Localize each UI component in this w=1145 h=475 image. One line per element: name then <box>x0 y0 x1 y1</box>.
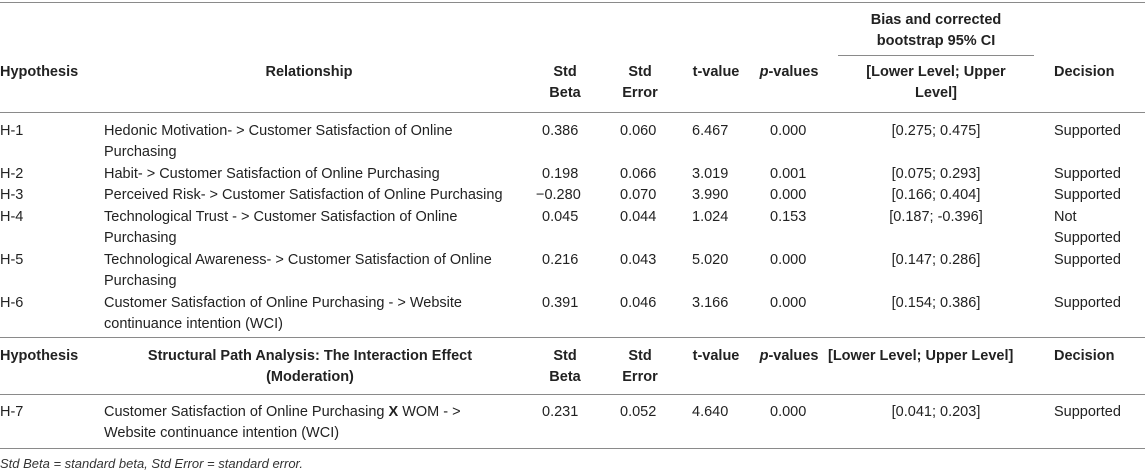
std-error-cell: 0.043 <box>620 252 657 268</box>
hypothesis-cell: H-6 <box>0 295 24 311</box>
table-footnote: Std Beta = standard beta, Std Error = st… <box>0 456 304 471</box>
ci-cell: [0.147; 0.286] <box>891 252 981 268</box>
t-value-cell: 1.024 <box>692 209 729 225</box>
p-italic: p <box>759 64 769 80</box>
col-header-p-values: p-values <box>758 62 820 83</box>
col-header-t-value-2: t-value <box>692 348 740 364</box>
header-bottom-rule <box>0 112 1145 113</box>
hypothesis-cell: H-1 <box>0 123 24 139</box>
col-header-ci-sub: [Lower Level; Upper Level] <box>866 64 1006 101</box>
col-header-hypothesis: Hypothesis <box>0 64 79 80</box>
p-rest: -values <box>768 348 819 364</box>
relationship-cell: Habit- > Customer Satisfaction of Online… <box>104 166 440 182</box>
t-value-cell: 3.019 <box>692 166 729 182</box>
col-header-std-error: Std Error <box>622 64 658 101</box>
ci-cell: [0.187; -0.396] <box>889 209 983 225</box>
std-beta-cell: 0.391 <box>542 295 579 311</box>
p-value-cell: 0.153 <box>770 209 807 225</box>
col-header-decision: Decision <box>1054 64 1115 80</box>
std-error-cell: 0.066 <box>620 166 657 182</box>
hypothesis-cell: H-7 <box>0 404 24 420</box>
p-rest: -values <box>768 64 819 80</box>
relationship-part: Customer Satisfaction of Online Purchasi… <box>104 404 389 420</box>
t-value-cell: 4.640 <box>692 404 729 420</box>
decision-cell: Supported <box>1054 123 1121 139</box>
hypothesis-cell: H-2 <box>0 166 24 182</box>
p-value-cell: 0.000 <box>770 123 807 139</box>
std-error-cell: 0.046 <box>620 295 657 311</box>
t-value-cell: 3.990 <box>692 187 729 203</box>
ci-cell: [0.075; 0.293] <box>891 166 981 182</box>
relationship-cell: Technological Trust - > Customer Satisfa… <box>104 209 458 246</box>
p-italic: p <box>759 348 769 364</box>
col-header-ci-group: Bias and corrected bootstrap 95% CI <box>870 12 1002 49</box>
interaction-operator: X <box>388 404 399 420</box>
std-beta-cell: 0.386 <box>542 123 579 139</box>
ci-cell: [0.041; 0.203] <box>891 404 981 420</box>
hypothesis-cell: H-4 <box>0 209 24 225</box>
std-beta-cell: 0.045 <box>542 209 579 225</box>
t-value-cell: 6.467 <box>692 123 729 139</box>
std-beta-cell: 0.198 <box>542 166 579 182</box>
p-value-cell: 0.000 <box>770 295 807 311</box>
std-error-cell: 0.070 <box>620 187 657 203</box>
header2-bottom-rule <box>0 394 1145 395</box>
std-error-cell: 0.060 <box>620 123 657 139</box>
relationship-cell: Customer Satisfaction of Online Purchasi… <box>104 402 514 444</box>
p-value-cell: 0.000 <box>770 404 807 420</box>
decision-cell: Supported <box>1054 166 1121 182</box>
p-value-cell: 0.000 <box>770 252 807 268</box>
decision-cell: Supported <box>1054 187 1121 203</box>
hypothesis-cell: H-5 <box>0 252 24 268</box>
col-header-decision-2: Decision <box>1054 348 1115 364</box>
decision-cell: Not Supported <box>1054 209 1121 246</box>
relationship-cell: Customer Satisfaction of Online Purchasi… <box>104 295 462 332</box>
col-header-structural-path: Structural Path Analysis: The Interactio… <box>147 348 473 385</box>
ci-group-rule <box>838 55 1034 56</box>
ci-cell: [0.166; 0.404] <box>891 187 981 203</box>
p-value-cell: 0.001 <box>770 166 807 182</box>
relationship-part: WOM - > Website continuance intention (W… <box>104 404 461 441</box>
col-header-std-error-2: Std Error <box>622 348 658 385</box>
std-error-cell: 0.044 <box>620 209 657 225</box>
ci-cell: [0.154; 0.386] <box>891 295 981 311</box>
col-header-relationship: Relationship <box>265 64 353 80</box>
relationship-cell: Perceived Risk- > Customer Satisfaction … <box>104 187 503 203</box>
decision-cell: Supported <box>1054 404 1121 420</box>
hypothesis-cell: H-3 <box>0 187 24 203</box>
std-beta-cell: −0.280 <box>536 187 581 203</box>
ci-cell: [0.275; 0.475] <box>891 123 981 139</box>
col-header-std-beta-2: Std Beta <box>549 348 581 385</box>
col-header-hypothesis-2: Hypothesis <box>0 348 79 364</box>
section-rule <box>0 337 1145 338</box>
relationship-cell: Technological Awareness- > Customer Sati… <box>104 252 492 289</box>
t-value-cell: 3.166 <box>692 295 729 311</box>
col-header-t-value: t-value <box>692 64 740 80</box>
std-beta-cell: 0.231 <box>542 404 579 420</box>
t-value-cell: 5.020 <box>692 252 729 268</box>
col-header-std-beta: Std Beta <box>549 64 581 101</box>
relationship-cell: Hedonic Motivation- > Customer Satisfact… <box>104 123 453 160</box>
std-error-cell: 0.052 <box>620 404 657 420</box>
table-top-rule <box>0 2 1145 3</box>
col-header-ci-2: [Lower Level; Upper Level] <box>828 348 1014 364</box>
decision-cell: Supported <box>1054 252 1121 268</box>
table-bottom-rule <box>0 448 1145 449</box>
std-beta-cell: 0.216 <box>542 252 579 268</box>
decision-cell: Supported <box>1054 295 1121 311</box>
p-value-cell: 0.000 <box>770 187 807 203</box>
col-header-p-values-2: p-values <box>758 346 820 367</box>
